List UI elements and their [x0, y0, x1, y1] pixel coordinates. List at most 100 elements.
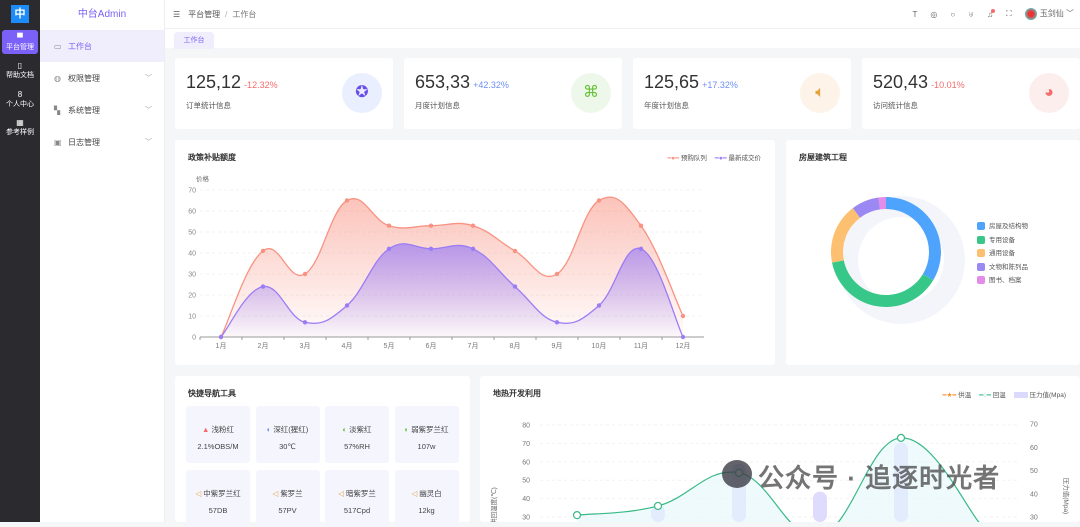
stat-value: 520,43 — [873, 72, 929, 92]
sidebar-item-permissions[interactable]: ◍ 权限管理 ﹀ — [40, 62, 164, 94]
y-tick-label: 60 — [522, 459, 530, 466]
sidebar-item-system[interactable]: ▚ 系统管理 ﹀ — [40, 94, 164, 126]
quicknav-tile[interactable]: ◁ 幽灵白 12kg — [394, 470, 459, 527]
donut-slice — [831, 208, 861, 263]
data-point — [344, 303, 350, 308]
tile-value: 57DB — [208, 506, 228, 515]
legend-item[interactable]: 文物和陈列品 — [977, 261, 1028, 275]
legend-label: 文物和陈列品 — [989, 263, 1028, 271]
legend-item[interactable]: 房屋及结构物 — [977, 220, 1028, 234]
x-tick-label: 6月 — [426, 342, 437, 350]
data-point — [554, 271, 560, 277]
rail-label: 参考样例 — [6, 129, 34, 136]
globe-icon[interactable]: ◎ — [930, 9, 938, 19]
donut-slice — [886, 197, 941, 281]
quicknav-tile[interactable]: ◁ 紫罗兰 57PV — [255, 470, 320, 527]
rail-item-platform[interactable]: ▀ 平台管理 — [2, 30, 38, 54]
sidebar-item-logs[interactable]: ▣ 日志管理 ﹀ — [40, 126, 164, 158]
quicknav-tile[interactable]: ◁ 暗紫罗兰 517Cpd — [325, 470, 389, 527]
tab-workbench[interactable]: 工作台 — [174, 32, 214, 49]
windows-icon: ▚ — [54, 105, 61, 115]
y2-tick-label: 40 — [1030, 491, 1038, 498]
quicknav-tile[interactable]: ◐ 深红(猩红) 30℃ — [255, 406, 320, 463]
rail-item-help[interactable]: ▯ 帮助文档 — [2, 58, 38, 82]
rail-label: 平台管理 — [6, 44, 34, 51]
tab-bar: 工作台 — [165, 28, 1080, 49]
breadcrumb-item[interactable]: 平台管理 — [188, 9, 221, 19]
tile-value: 12kg — [418, 506, 435, 515]
y-axis-label: 供回温度(℃) — [489, 487, 498, 522]
github-icon: ◕ — [1029, 73, 1069, 113]
menu-toggle-icon[interactable]: ☰ — [173, 9, 181, 19]
doc-icon: ▯ — [17, 61, 23, 70]
chart-title: 政策补贴额度 — [188, 153, 236, 162]
map-icon: ⌘ — [571, 73, 611, 113]
rail-item-examples[interactable]: ▦ 参考样例 — [2, 115, 38, 139]
avatar — [1024, 8, 1037, 20]
x-tick-label: 10月 — [592, 342, 607, 350]
rail-label: 帮助文档 — [6, 72, 34, 79]
series-line — [220, 196, 684, 338]
quicknav-tile[interactable]: ▲ 浅粉红 2.1%OBS/M — [186, 406, 250, 463]
legend-label: 压力值(Mpa) — [1029, 392, 1066, 399]
data-point — [302, 320, 308, 325]
speaker-icon: ◁ — [272, 489, 279, 498]
y-tick-label: 70 — [522, 441, 530, 448]
donut-legend: 房屋及结构物 专用设备 通用设备文物和陈列品图书、档案 — [977, 220, 1028, 288]
theme-shirt-icon[interactable]: ♅ — [968, 9, 975, 19]
rail-item-profile[interactable]: 8 个人中心 — [2, 87, 38, 111]
flask-icon: ▲ — [201, 425, 210, 434]
quicknav-tile[interactable]: ◐ 弱紫罗兰红 107w — [394, 406, 459, 463]
drop-icon: ◐ — [342, 425, 347, 434]
dashboard-icon: ▭ — [54, 41, 62, 51]
bell-icon[interactable]: ♫ — [987, 8, 996, 19]
series-area — [221, 243, 683, 337]
user-icon: 8 — [17, 90, 23, 99]
data-point — [470, 223, 476, 228]
legend-item[interactable]: ━●━ 预购队列 — [667, 155, 707, 162]
search-icon[interactable]: ○ — [950, 9, 956, 19]
stat-card[interactable]: 653,33 +42.32% 月度计划信息 ⌘ — [404, 58, 622, 129]
legend-item[interactable]: ━○━ 回温 — [979, 392, 1006, 399]
data-point — [218, 334, 224, 340]
brand-title: 中台Admin — [77, 9, 127, 20]
quicknav-tile[interactable]: ◁ 中紫罗兰红 57DB — [186, 470, 250, 527]
grid-icon: ▦ — [16, 118, 24, 127]
chevron-down-icon: ﹀ — [145, 107, 152, 114]
stat-value: 653,33 — [415, 72, 471, 92]
user-menu[interactable]: 玉剑仙 ﹀ — [1024, 8, 1074, 20]
data-point — [653, 501, 663, 511]
data-point — [470, 246, 476, 251]
stat-card[interactable]: 125,65 +17.32% 年度计划信息 🔈︎ — [633, 58, 851, 129]
legend-item[interactable]: 图书、档案 — [977, 274, 1028, 288]
sidebar: 中台Admin ▭ 工作台 ◍ 权限管理 ﹀ ▚ 系统管理 ﹀ ▣ 日志管理 ﹀ — [40, 0, 165, 522]
stat-card[interactable]: 125,12 -12.32% 订单统计信息 ✪ — [175, 58, 393, 129]
font-size-icon[interactable]: T — [912, 9, 918, 19]
legend-item[interactable]: 压力值(Mpa) — [1013, 389, 1066, 399]
y-axis-label: 价格 — [196, 174, 210, 183]
menu-label: 权限管理 — [68, 73, 100, 83]
speaker-icon: ◁ — [195, 489, 202, 498]
subsidy-chart-card: 政策补贴额度 ━●━ 预购队列 ━●━ 最新成交价 0 10 20 30 40 50 60 7… — [175, 140, 775, 365]
data-point — [512, 284, 518, 289]
legend-item[interactable]: 专用设备 — [977, 234, 1028, 248]
data-point — [554, 320, 560, 325]
fullscreen-icon[interactable]: ⛶ — [1006, 9, 1012, 18]
geothermal-chart: 30 40 50 60 70 80 30 40 50 60 70 供回温度(℃) 压力值(Mpa) — [489, 422, 1071, 522]
quicknav-tile[interactable]: ◐ 淡紫红 57%RH — [325, 406, 389, 463]
donut-chart — [831, 196, 965, 324]
sidebar-item-workbench[interactable]: ▭ 工作台 — [40, 30, 164, 62]
tile-label: 中紫罗兰红 — [203, 489, 241, 498]
y2-tick-label: 60 — [1030, 445, 1038, 452]
x-tick-label: 12月 — [676, 342, 691, 350]
tile-label: 深红(猩红) — [273, 425, 309, 434]
data-point — [386, 246, 392, 251]
menu-label: 工作台 — [68, 41, 92, 51]
building-chart-card: 房屋建筑工程 房屋及结构物 专用设备 通用设备 文物和陈列品 图书、档案 — [786, 140, 1080, 365]
legend-item[interactable]: ━★━ 供温 — [942, 392, 972, 399]
legend-item[interactable]: ━●━ 最新成交价 — [714, 155, 761, 162]
x-tick-label: 8月 — [510, 342, 521, 350]
legend-item[interactable]: 通用设备 — [977, 247, 1028, 261]
user-name: 玉剑仙 — [1039, 9, 1064, 19]
stat-card[interactable]: 520,43 -10.01% 访问统计信息 ◕ — [862, 58, 1080, 129]
